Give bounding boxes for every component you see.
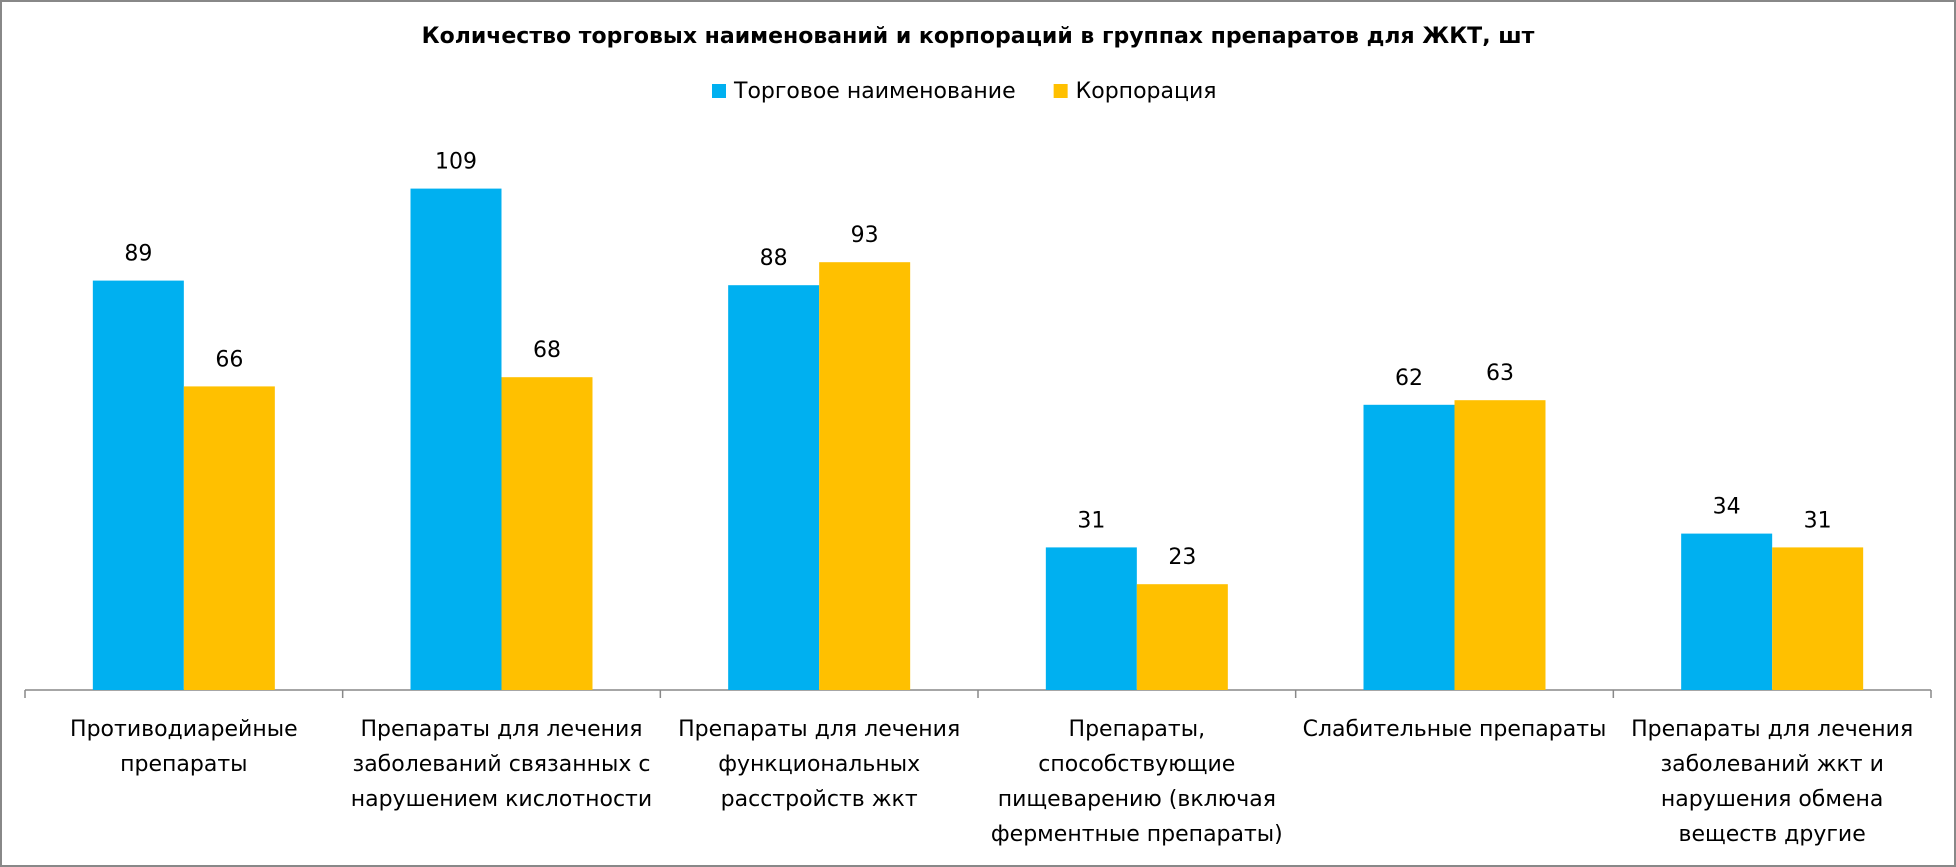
data-label: 34 [1713,495,1741,520]
data-label: 31 [1804,508,1832,533]
legend-label: Торговое наименование [733,79,1016,104]
bar [1772,547,1864,690]
x-tick-label: Препараты, способствующие пищеварению (в… [990,717,1283,847]
x-tick-label: Препараты для лечения заболеваний жкт и … [1631,717,1914,847]
bar [1045,547,1137,690]
legend-swatch [1053,84,1068,98]
legend-swatch [712,84,726,98]
bar [92,280,184,690]
data-label: 31 [1077,508,1105,533]
bar [501,377,593,690]
x-tick-label: Препараты для лечения заболеваний связан… [350,717,653,812]
x-tick-label: Противодиарейные препараты [70,717,298,777]
data-label: 62 [1395,366,1423,391]
data-label: 89 [124,242,152,267]
bar [1136,584,1228,690]
bar [410,188,502,690]
x-tick-label: Препараты для лечения функциональных рас… [678,717,961,812]
x-tick-label: Слабительные препараты [1302,717,1607,742]
bar [183,386,275,690]
data-label: 63 [1486,361,1514,386]
bar [1454,400,1546,690]
data-label: 93 [851,223,879,248]
bar [819,262,911,690]
bar [1681,533,1773,690]
data-label: 68 [533,338,561,363]
bar [728,285,820,690]
chart-title: Количество торговых наименований и корпо… [422,24,1535,49]
bar [1363,404,1455,690]
data-label: 66 [215,347,243,372]
data-label: 23 [1168,545,1196,570]
data-label: 88 [760,246,788,271]
data-label: 109 [435,150,477,175]
legend-label: Корпорация [1076,79,1217,104]
